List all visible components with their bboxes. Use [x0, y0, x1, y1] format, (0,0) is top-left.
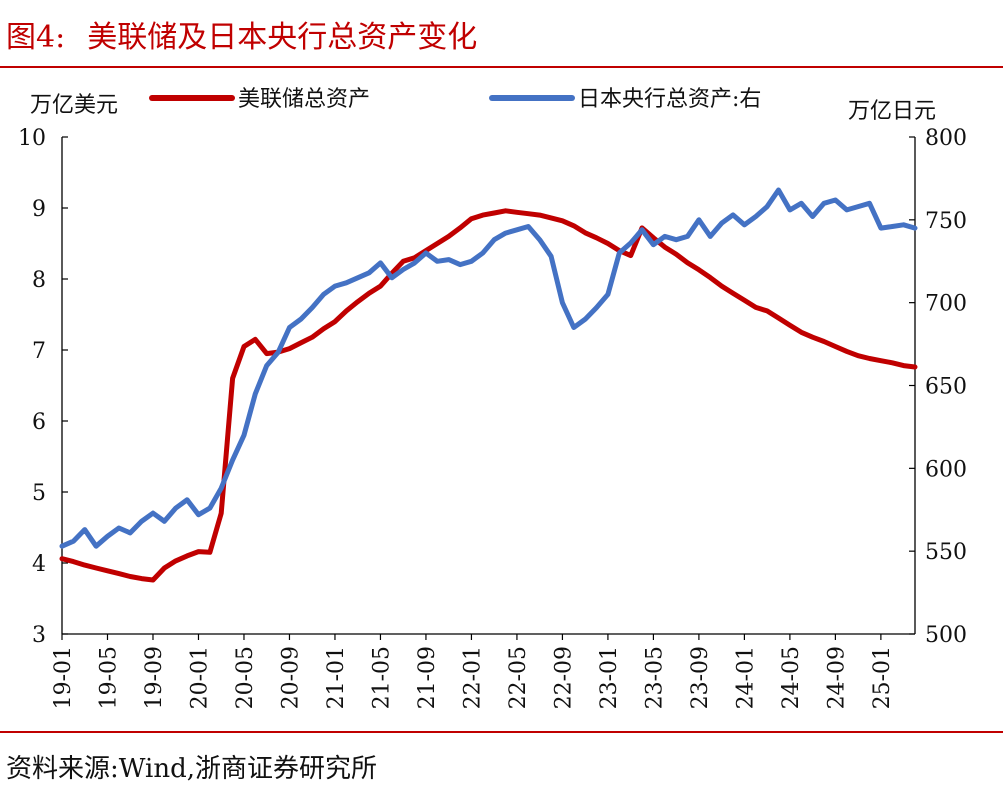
y-left-tick-label: 8: [32, 268, 46, 293]
y-right-tick-label: 700: [925, 292, 967, 317]
x-tick-label: 19-05: [96, 646, 121, 709]
x-tick-label: 24-09: [824, 646, 849, 709]
x-tick-label: 24-05: [779, 646, 804, 709]
y-right-tick-label: 750: [925, 209, 967, 234]
y-left-tick-label: 10: [18, 126, 46, 151]
y-left-tick-label: 3: [32, 623, 46, 648]
x-tick-label: 22-09: [551, 646, 576, 709]
y-right-axis: 500 550 600 650 700 750 800: [909, 126, 967, 648]
chart: 万亿美元 万亿日元 美联储总资产 日本央行总资产:右 3 4 5 6 7 8 9 10 500…: [18, 87, 967, 709]
x-tick-label: 23-05: [642, 646, 667, 709]
x-tick-label: 21-05: [369, 646, 394, 709]
y-right-tick-label: 600: [925, 457, 967, 482]
legend-label-fed: 美联储总资产: [238, 87, 370, 112]
series-lines: [59, 187, 918, 583]
y-left-tick-label: 6: [32, 410, 46, 435]
x-tick-label: 24-01: [733, 646, 758, 709]
x-tick-label: 25-01: [870, 646, 895, 709]
x-tick-label: 20-09: [278, 646, 303, 709]
x-tick-label: 23-01: [597, 646, 622, 709]
y-right-tick-label: 500: [925, 623, 967, 648]
top-divider: [0, 66, 1003, 68]
x-tick-label: 22-01: [460, 646, 485, 709]
x-tick-label: 22-05: [506, 646, 531, 709]
chart-title-row: 图4: 美联储及日本央行总资产变化: [6, 12, 477, 56]
y-left-tick-label: 4: [32, 552, 46, 577]
x-tick-label: 21-01: [324, 646, 349, 709]
series-line-fed: [59, 208, 918, 583]
y-left-tick-label: 5: [32, 481, 46, 506]
x-tick-label: 20-01: [187, 646, 212, 709]
bottom-divider: [0, 731, 1003, 733]
figure-label: 图4:: [6, 20, 66, 55]
y-right-tick-label: 650: [925, 375, 967, 400]
y-right-tick-label: 550: [925, 540, 967, 565]
source-note: 资料来源:Wind,浙商证券研究所: [6, 754, 377, 784]
y-left-tick-label: 7: [32, 339, 46, 364]
x-tick-label: 20-05: [233, 646, 258, 709]
legend-label-boj: 日本央行总资产:右: [578, 87, 761, 112]
x-tick-label: 19-01: [51, 646, 76, 709]
x-axis: 19-01 19-05 19-09 20-01 20-05 20-09 21-01 21-05…: [51, 137, 916, 709]
y-right-tick-label: 800: [925, 126, 967, 151]
y-left-axis: 3 4 5 6 7 8 9 10: [18, 126, 68, 648]
series-line-boj: [59, 187, 918, 549]
x-tick-label: 23-09: [688, 646, 713, 709]
y-right-label: 万亿日元: [848, 99, 936, 124]
x-tick-label: 19-09: [142, 646, 167, 709]
x-tick-label: 21-09: [415, 646, 440, 709]
chart-title: 美联储及日本央行总资产变化: [87, 20, 478, 55]
y-left-tick-label: 9: [32, 197, 46, 222]
y-left-label: 万亿美元: [30, 93, 118, 118]
